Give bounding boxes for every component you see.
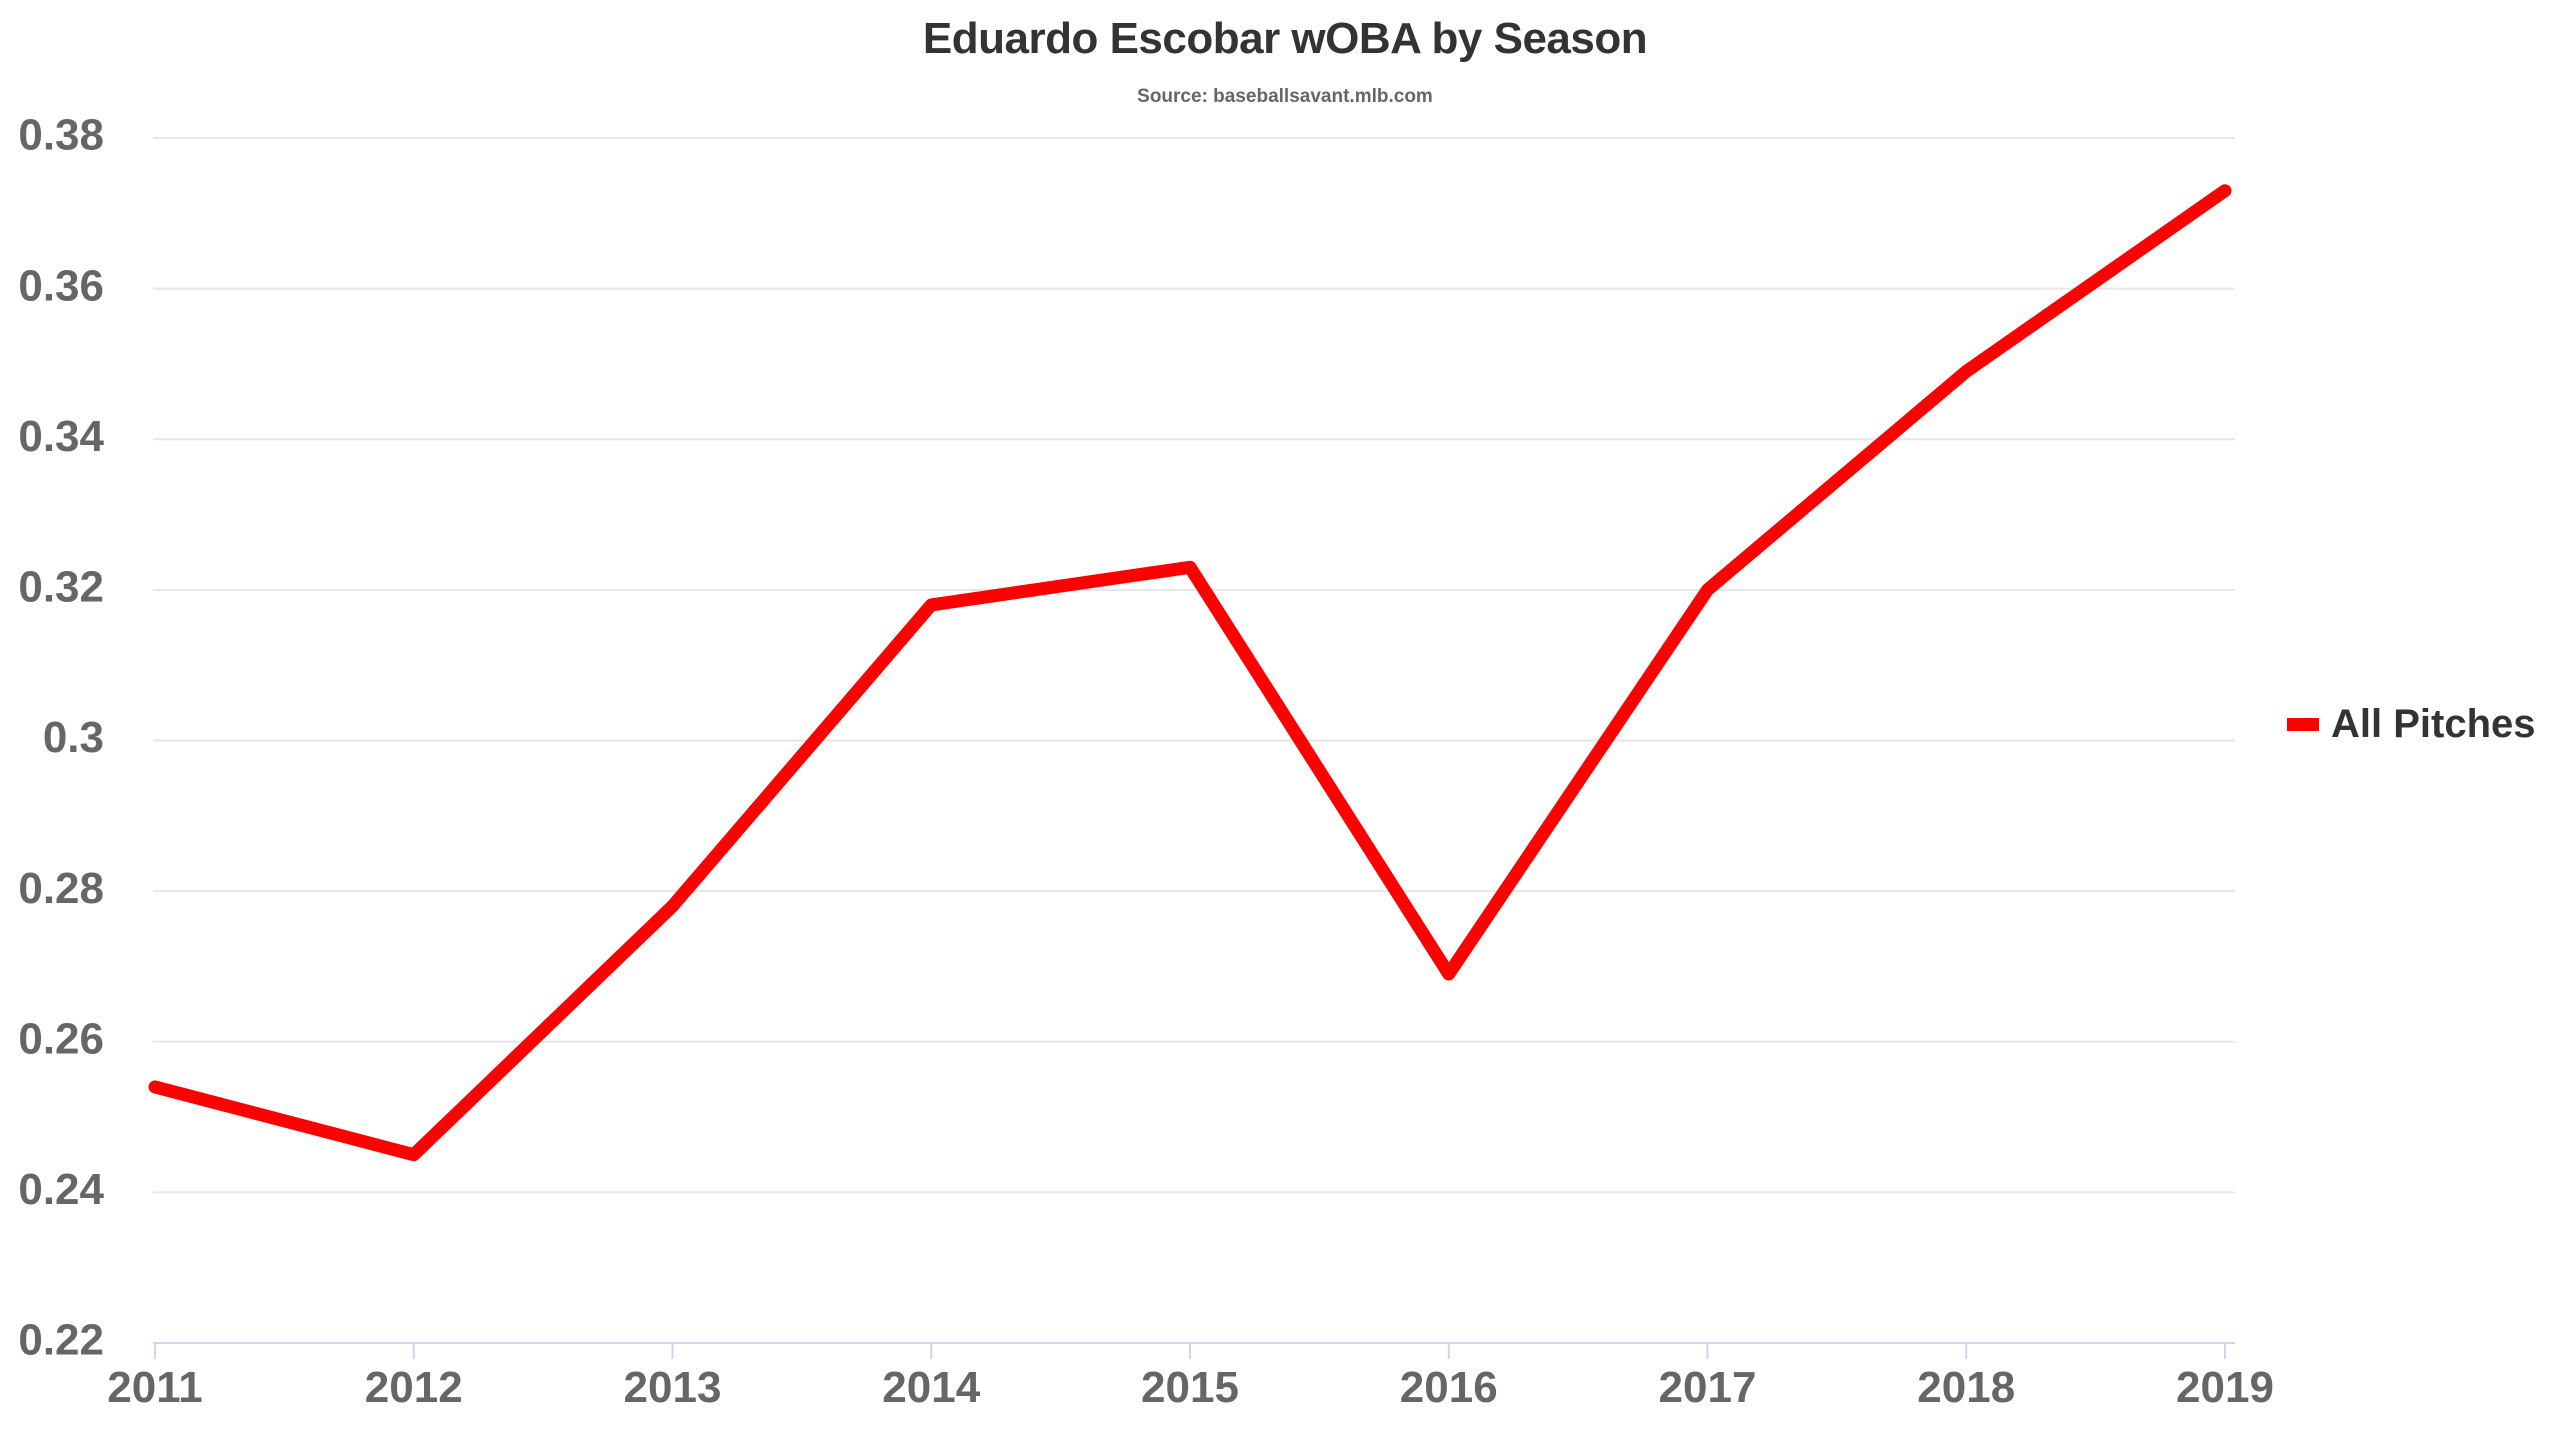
x-tick-label: 2011 bbox=[107, 1363, 202, 1412]
x-tick-label: 2018 bbox=[1917, 1363, 2015, 1412]
x-tick-label: 2017 bbox=[1659, 1363, 1757, 1412]
legend-swatch bbox=[2287, 717, 2319, 731]
y-tick-label: 0.26 bbox=[18, 1014, 104, 1063]
series-layer bbox=[147, 183, 2233, 1163]
y-tick-label: 0.24 bbox=[18, 1165, 104, 1214]
x-tick-label: 2016 bbox=[1400, 1363, 1498, 1412]
x-tick-label: 2014 bbox=[882, 1363, 980, 1412]
x-tick-label: 2013 bbox=[624, 1363, 722, 1412]
data-point[interactable] bbox=[1441, 966, 1457, 982]
x-tick-label: 2015 bbox=[1141, 1363, 1239, 1412]
data-point[interactable] bbox=[406, 1147, 422, 1163]
x-tick-label: 2012 bbox=[365, 1363, 463, 1412]
chart-subtitle: Source: baseballsavant.mlb.com bbox=[1137, 86, 1433, 107]
y-tick-label: 0.3 bbox=[43, 713, 104, 762]
y-tick-label: 0.28 bbox=[18, 864, 104, 913]
data-point[interactable] bbox=[2217, 183, 2233, 199]
data-point[interactable] bbox=[923, 597, 939, 613]
axes bbox=[153, 1342, 2235, 1359]
series-line[interactable] bbox=[148, 184, 2232, 1162]
y-tick-label: 0.32 bbox=[18, 563, 104, 612]
data-point[interactable] bbox=[147, 1079, 163, 1095]
y-tick-label: 0.38 bbox=[18, 111, 104, 160]
legend[interactable]: All Pitches bbox=[2287, 694, 2536, 754]
data-point[interactable] bbox=[1700, 582, 1716, 598]
legend-label: All Pitches bbox=[2331, 701, 2536, 746]
y-tick-label: 0.34 bbox=[18, 412, 104, 461]
y-tick-label: 0.36 bbox=[18, 261, 104, 310]
gridlines bbox=[153, 137, 2235, 1194]
chart-title: Eduardo Escobar wOBA by Season bbox=[922, 14, 1648, 63]
data-point[interactable] bbox=[1182, 559, 1198, 575]
x-tick-label: 2019 bbox=[2176, 1363, 2274, 1412]
y-tick-label: 0.22 bbox=[18, 1316, 104, 1365]
data-point[interactable] bbox=[1958, 363, 1974, 379]
tick-labels: 0.22 0.24 0.26 0.28 0.3 0.32 0.34 0.36 0.38 2011 2… bbox=[18, 111, 2274, 1412]
data-point[interactable] bbox=[665, 898, 681, 914]
